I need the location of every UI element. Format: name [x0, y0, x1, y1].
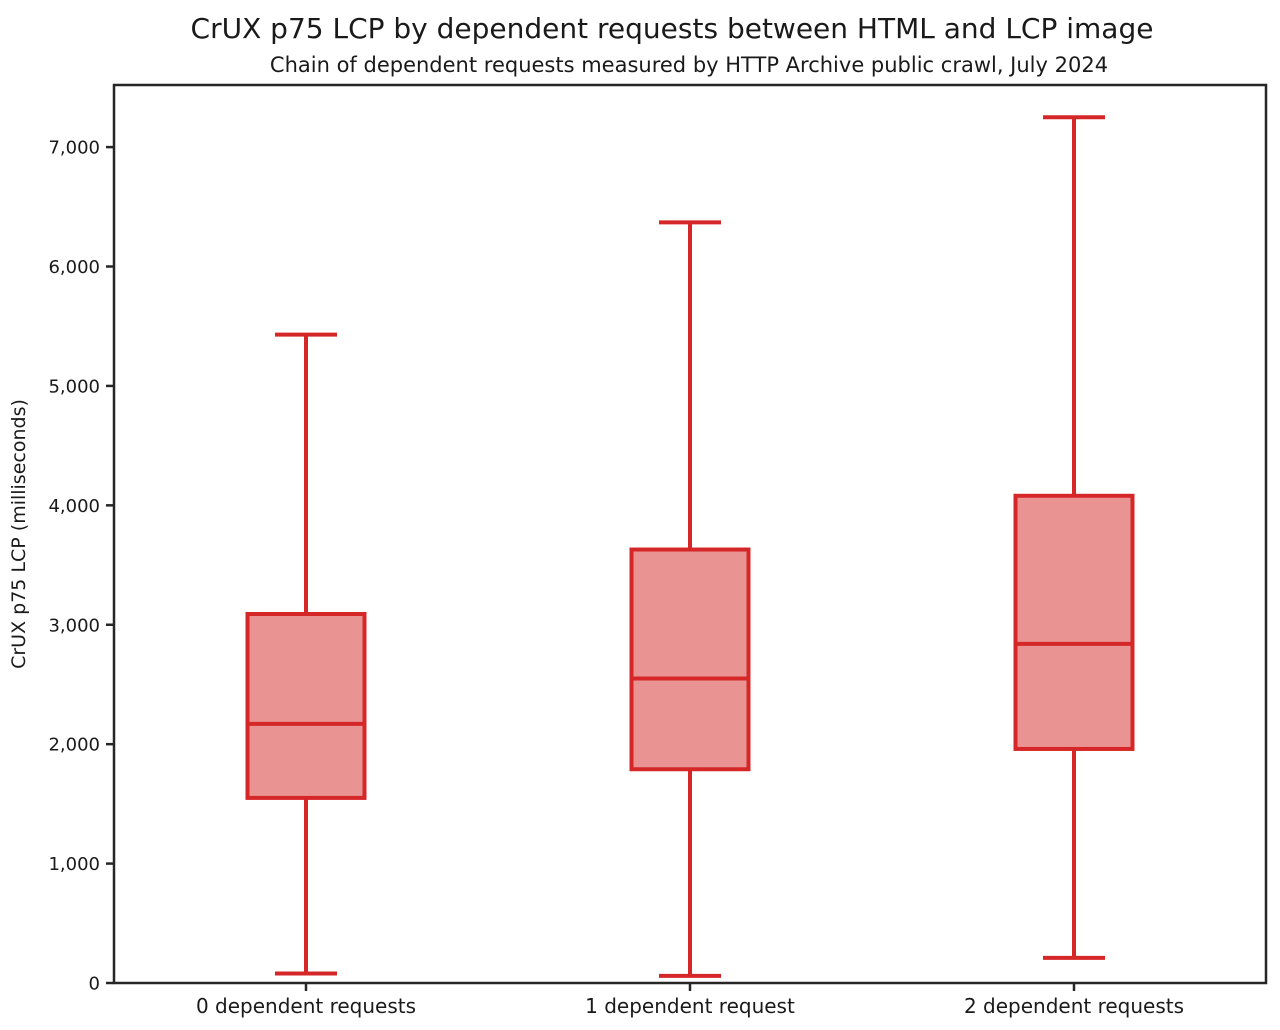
box-group-2 [1013, 115, 1135, 960]
chart-title: CrUX p75 LCP by dependent requests betwe… [191, 12, 1154, 45]
y-tick-label: 7,000 [48, 138, 100, 159]
iqr-box [245, 612, 367, 800]
box-group-0 [245, 332, 367, 976]
iqr-box [629, 547, 751, 772]
y-axis-label: CrUX p75 LCP (milliseconds) [8, 399, 30, 669]
y-tick-label: 0 [89, 974, 100, 995]
box-group-1 [629, 220, 751, 978]
y-tick-label: 3,000 [48, 615, 100, 636]
x-tick-label: 1 dependent request [585, 994, 795, 1018]
y-tick-label: 5,000 [48, 376, 100, 397]
y-tick-label: 2,000 [48, 735, 100, 756]
x-tick-label: 0 dependent requests [196, 994, 416, 1018]
iqr-box [1013, 493, 1135, 751]
boxes-layer [245, 115, 1135, 978]
chart-subtitle: Chain of dependent requests measured by … [270, 53, 1108, 77]
x-tick-label: 2 dependent requests [964, 994, 1184, 1018]
axes-layer: 0 1,000 2,000 3,000 4,000 5,000 6,000 7,000 0 de… [48, 83, 1268, 1018]
y-tick-label: 1,000 [48, 854, 100, 875]
y-tick-label: 4,000 [48, 496, 100, 517]
y-tick-label: 6,000 [48, 257, 100, 278]
